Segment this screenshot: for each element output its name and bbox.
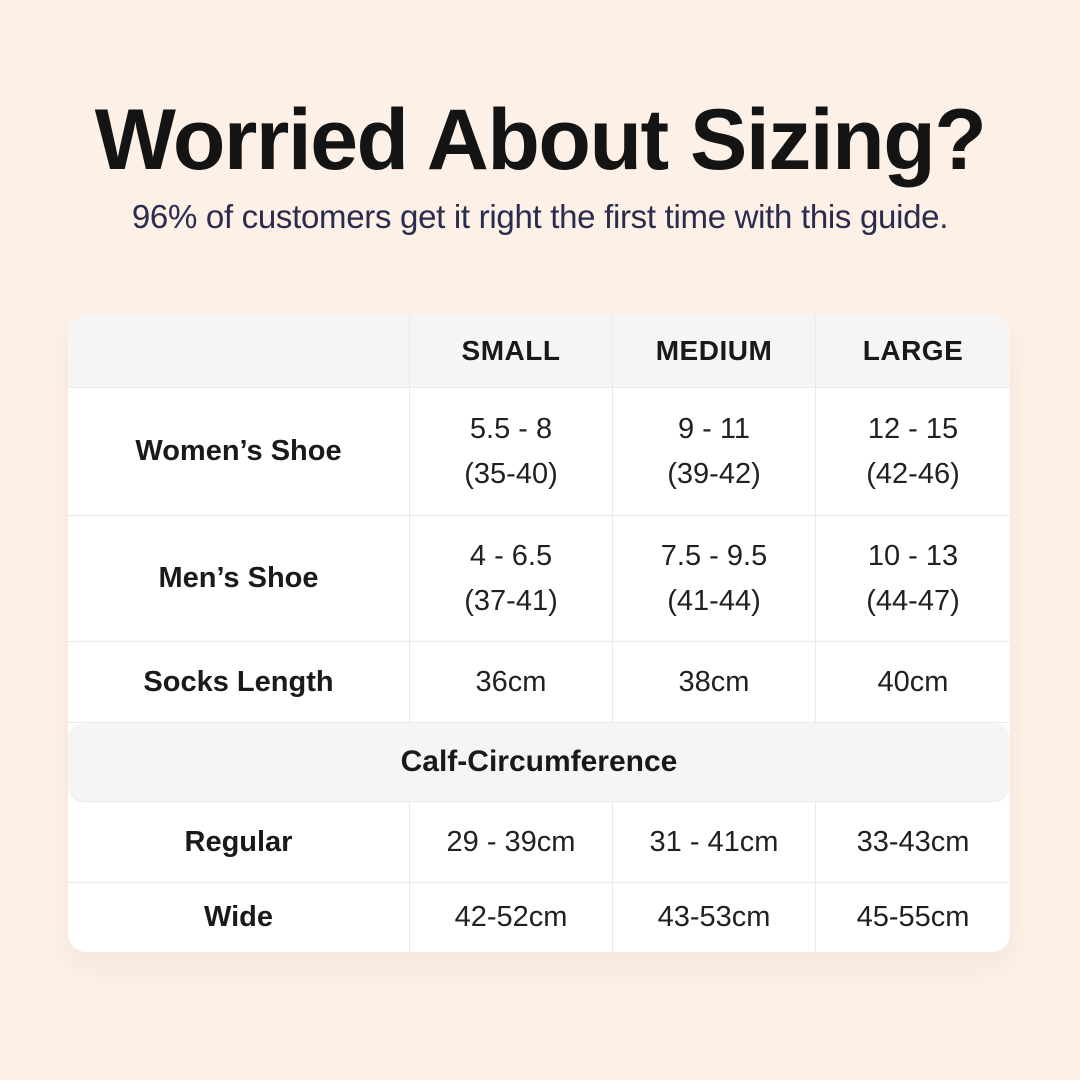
- cell-socks-small: 36cm: [410, 642, 613, 723]
- calf-section-title: Calf-Circumference: [400, 745, 678, 778]
- cell-womens-large: 12 - 15 (42-46): [816, 388, 1010, 516]
- cell-line-primary: 5.5 - 8: [469, 412, 553, 445]
- cell-socks-medium: 38cm: [613, 642, 816, 723]
- cell-mens-small: 4 - 6.5 (37-41): [410, 516, 613, 642]
- cell-mens-large: 10 - 13 (44-47): [816, 516, 1010, 642]
- column-header-medium: MEDIUM: [613, 315, 816, 388]
- size-chart-grid: SMALL MEDIUM LARGE Women’s Shoe 5.5 - 8 …: [68, 315, 1010, 952]
- cell-line-primary: 9 - 11: [677, 412, 750, 445]
- column-header-small: SMALL: [410, 315, 613, 388]
- cell-line-primary: 4 - 6.5: [469, 539, 553, 572]
- cell-regular-medium: 31 - 41cm: [613, 802, 816, 883]
- row-label-socks-length: Socks Length: [68, 642, 410, 723]
- size-chart-panel: SMALL MEDIUM LARGE Women’s Shoe 5.5 - 8 …: [68, 315, 1010, 952]
- page-subtitle: 96% of customers get it right the first …: [131, 198, 949, 236]
- cell-line-primary: 7.5 - 9.5: [660, 539, 768, 572]
- column-header-large: LARGE: [816, 315, 1010, 388]
- cell-mens-medium: 7.5 - 9.5 (41-44): [613, 516, 816, 642]
- cell-regular-large: 33-43cm: [816, 802, 1010, 883]
- cell-line-secondary: (35-40): [464, 457, 558, 490]
- calf-section-header: Calf-Circumference: [68, 723, 1010, 802]
- header-corner-cell: [68, 315, 410, 388]
- cell-womens-medium: 9 - 11 (39-42): [613, 388, 816, 516]
- cell-line-primary: 12 - 15: [867, 412, 959, 445]
- hero-header: Worried About Sizing? 96% of customers g…: [0, 0, 1080, 236]
- cell-line-secondary: (41-44): [667, 584, 761, 617]
- cell-womens-small: 5.5 - 8 (35-40): [410, 388, 613, 516]
- row-label-mens-shoe: Men’s Shoe: [68, 516, 410, 642]
- cell-socks-large: 40cm: [816, 642, 1010, 723]
- cell-line-secondary: (37-41): [464, 584, 558, 617]
- cell-line-primary: 10 - 13: [867, 539, 959, 572]
- cell-line-secondary: (44-47): [866, 584, 960, 617]
- page-title: Worried About Sizing?: [94, 92, 987, 188]
- row-label-wide: Wide: [68, 883, 410, 952]
- cell-line-secondary: (42-46): [866, 457, 960, 490]
- row-label-womens-shoe: Women’s Shoe: [68, 388, 410, 516]
- cell-wide-medium: 43-53cm: [613, 883, 816, 952]
- row-label-regular: Regular: [68, 802, 410, 883]
- cell-line-secondary: (39-42): [667, 457, 761, 490]
- cell-regular-small: 29 - 39cm: [410, 802, 613, 883]
- cell-wide-large: 45-55cm: [816, 883, 1010, 952]
- cell-wide-small: 42-52cm: [410, 883, 613, 952]
